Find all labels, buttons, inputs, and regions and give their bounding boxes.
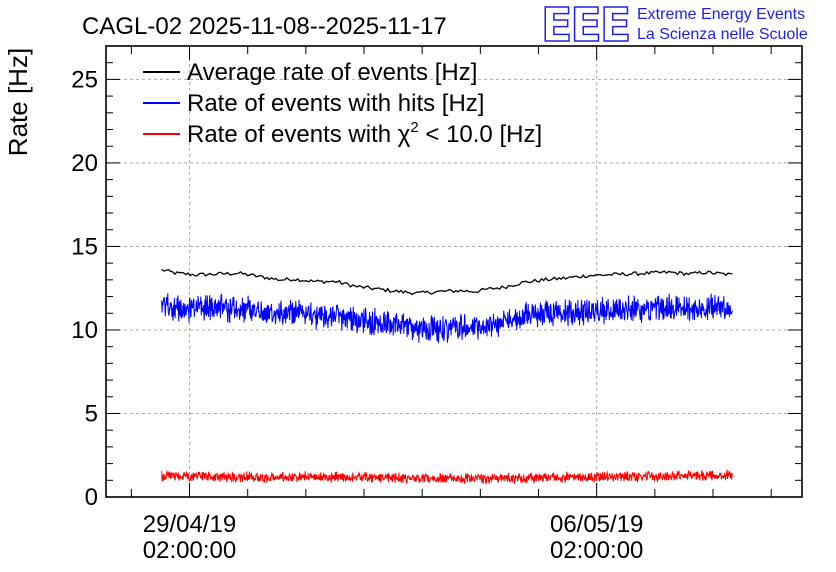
y-tick-label: 5: [85, 400, 98, 427]
y-tick-label: 25: [71, 66, 98, 93]
eee-logo-line2: La Scienza nelle Scuole: [637, 26, 808, 43]
legend-label-1: Average rate of events [Hz]: [187, 59, 477, 86]
series-line-1: [161, 268, 733, 296]
x-tick-label-time: 02:00:00: [550, 537, 643, 564]
grid-lines: [106, 46, 802, 497]
eee-logo-mark: EEE: [541, 0, 629, 52]
y-axis-label: Rate [Hz]: [3, 48, 33, 156]
y-tick-label: 20: [71, 150, 98, 177]
legend: Average rate of events [Hz] Rate of event…: [143, 59, 542, 148]
axes: 051015202529/04/1902:00:0006/05/1902:00:…: [71, 45, 803, 564]
y-tick-label: 15: [71, 233, 98, 260]
chart-title: CAGL-02 2025-11-08--2025-11-17: [82, 13, 447, 40]
series-line-3: [161, 469, 733, 485]
y-tick-label: 10: [71, 317, 98, 344]
plot-frame: [105, 45, 803, 498]
series-layer: [161, 268, 733, 485]
y-tick-label: 0: [85, 484, 98, 511]
legend-label-3: Rate of events with χ2 < 10.0 [Hz]: [187, 119, 542, 148]
x-tick-label-date: 06/05/19: [550, 511, 643, 538]
x-tick-label-time: 02:00:00: [143, 537, 236, 564]
legend-label-2: Rate of events with hits [Hz]: [187, 90, 484, 117]
eee-logo-line1: Extreme Energy Events: [637, 6, 805, 23]
series-line-2: [161, 293, 733, 344]
x-tick-label-date: 29/04/19: [143, 511, 236, 538]
eee-logo: EEE Extreme Energy Events La Scienza nel…: [540, 0, 808, 53]
